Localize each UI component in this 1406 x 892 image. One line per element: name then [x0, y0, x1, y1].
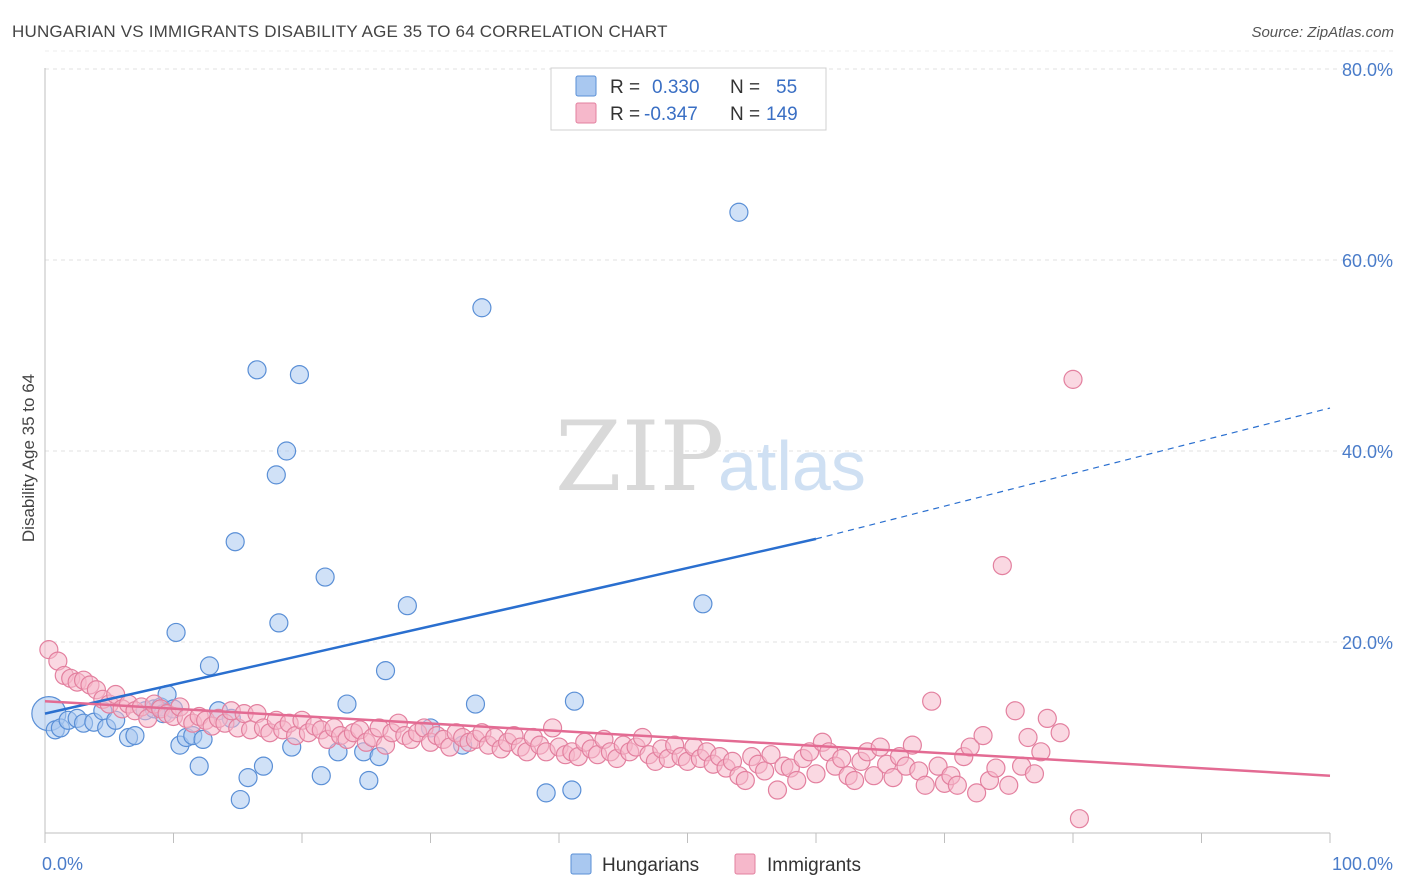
legend-r-label: R = — [610, 104, 640, 125]
hungarian-point — [247, 360, 267, 380]
immigrant-point — [1050, 723, 1070, 743]
bottom-legend-swatch-immigrants — [734, 853, 756, 875]
hungarian-point — [125, 725, 145, 746]
immigrant-point — [883, 768, 903, 788]
hungarian-point — [225, 532, 245, 552]
y-tick-label-2: 60.0% — [1342, 251, 1393, 271]
immigrant-point — [767, 780, 788, 800]
hungarian-point — [269, 613, 289, 633]
immigrant-point — [806, 764, 826, 784]
legend-r-value: 0.330 — [652, 77, 700, 98]
legend-swatch-hungarians — [575, 75, 597, 97]
x-tick-label-1: 100.0% — [1332, 854, 1393, 874]
immigrant-point — [799, 742, 820, 762]
series-hungarians — [31, 202, 749, 810]
hungarian-point — [564, 691, 585, 711]
bottom-legend-label-hungarians: Hungarians — [602, 855, 699, 876]
hungarian-point — [315, 567, 335, 587]
immigrant-point — [928, 756, 948, 776]
hungarian-point — [189, 756, 209, 776]
gridlines — [45, 50, 1395, 643]
trend-line-hungarians-extension — [815, 407, 1331, 540]
y-tick-label-3: 80.0% — [1342, 60, 1393, 80]
hungarian-point — [337, 694, 357, 714]
hungarian-point — [276, 441, 297, 461]
legend-r-value: -0.347 — [644, 104, 698, 125]
immigrant-point — [787, 770, 807, 791]
immigrant-point — [992, 555, 1012, 576]
immigrant-point — [754, 761, 775, 781]
legend-swatch-immigrants — [575, 102, 597, 124]
chart-title: HUNGARIAN VS IMMIGRANTS DISABILITY AGE 3… — [12, 22, 668, 41]
hungarian-point — [375, 661, 396, 681]
hungarian-point — [465, 694, 486, 714]
immigrant-point — [1063, 369, 1083, 389]
hungarian-point — [729, 202, 749, 222]
bottom-legend: Hungarians Immigrants — [570, 853, 861, 876]
hungarian-point — [230, 789, 250, 810]
immigrant-point — [632, 727, 653, 748]
legend-r-label: R = — [610, 77, 640, 98]
tick-labels: 20.0% 40.0% 60.0% 80.0% 0.0% 100.0% — [42, 60, 1393, 874]
immigrant-point — [864, 766, 884, 786]
legend: R = 0.330 N = 55 R = -0.347 N = 149 — [550, 67, 827, 131]
watermark: ZIP atlas — [555, 401, 866, 513]
immigrant-point — [844, 770, 865, 791]
y-tick-label-1: 40.0% — [1342, 442, 1393, 462]
immigrant-point — [832, 748, 852, 769]
series-immigrants — [39, 369, 1090, 829]
x-tick-label-0: 0.0% — [42, 854, 83, 874]
immigrant-point — [947, 775, 967, 795]
immigrant-point — [1037, 708, 1057, 729]
hungarian-point — [266, 465, 286, 485]
hungarian-point — [397, 596, 417, 616]
immigrant-point — [922, 691, 942, 711]
immigrant-point — [915, 775, 935, 795]
chart-source: Source: ZipAtlas.com — [1251, 24, 1394, 41]
hungarian-point — [693, 594, 713, 614]
immigrant-point — [1018, 727, 1038, 748]
hungarian-point — [562, 780, 582, 800]
legend-n-label: N = — [730, 77, 760, 98]
immigrant-point — [870, 737, 890, 757]
hungarian-point — [289, 365, 310, 385]
hungarian-point — [536, 783, 556, 803]
hungarian-point — [253, 756, 274, 776]
hungarian-point — [193, 729, 213, 750]
hungarian-point — [166, 622, 186, 643]
immigrant-point — [973, 725, 993, 746]
hungarian-point — [359, 770, 379, 791]
immigrant-point — [1024, 764, 1045, 784]
hungarian-point — [311, 766, 331, 786]
legend-n-value: 55 — [776, 77, 797, 98]
immigrant-point — [542, 718, 563, 738]
hungarian-point — [238, 768, 258, 788]
hungarian-point — [472, 298, 492, 318]
hungarian-point — [199, 656, 220, 676]
trend-line-hungarians — [44, 537, 817, 715]
immigrant-point — [986, 758, 1006, 778]
immigrant-point — [1069, 809, 1090, 829]
legend-n-value: 149 — [766, 104, 798, 125]
immigrant-point — [1005, 701, 1025, 721]
watermark-zip: ZIP — [555, 401, 724, 513]
trend-line-immigrants — [44, 699, 1331, 777]
watermark-atlas: atlas — [718, 427, 866, 505]
immigrant-point — [967, 783, 987, 803]
y-tick-label-0: 20.0% — [1342, 633, 1393, 653]
legend-box — [550, 67, 827, 131]
immigrant-point — [761, 745, 781, 765]
immigrant-point — [735, 770, 755, 791]
immigrant-point — [902, 735, 922, 755]
legend-n-label: N = — [730, 104, 760, 125]
legend-row-hungarians: R = 0.330 N = 55 — [575, 75, 797, 98]
y-axis-label: Disability Age 35 to 64 — [19, 374, 38, 542]
bottom-legend-label-immigrants: Immigrants — [767, 855, 861, 876]
legend-row-immigrants: R = -0.347 N = 149 — [575, 102, 798, 125]
bottom-legend-swatch-hungarians — [570, 853, 592, 875]
trend-lines — [44, 407, 1331, 777]
immigrant-point — [1031, 742, 1051, 762]
immigrant-point — [999, 775, 1019, 795]
